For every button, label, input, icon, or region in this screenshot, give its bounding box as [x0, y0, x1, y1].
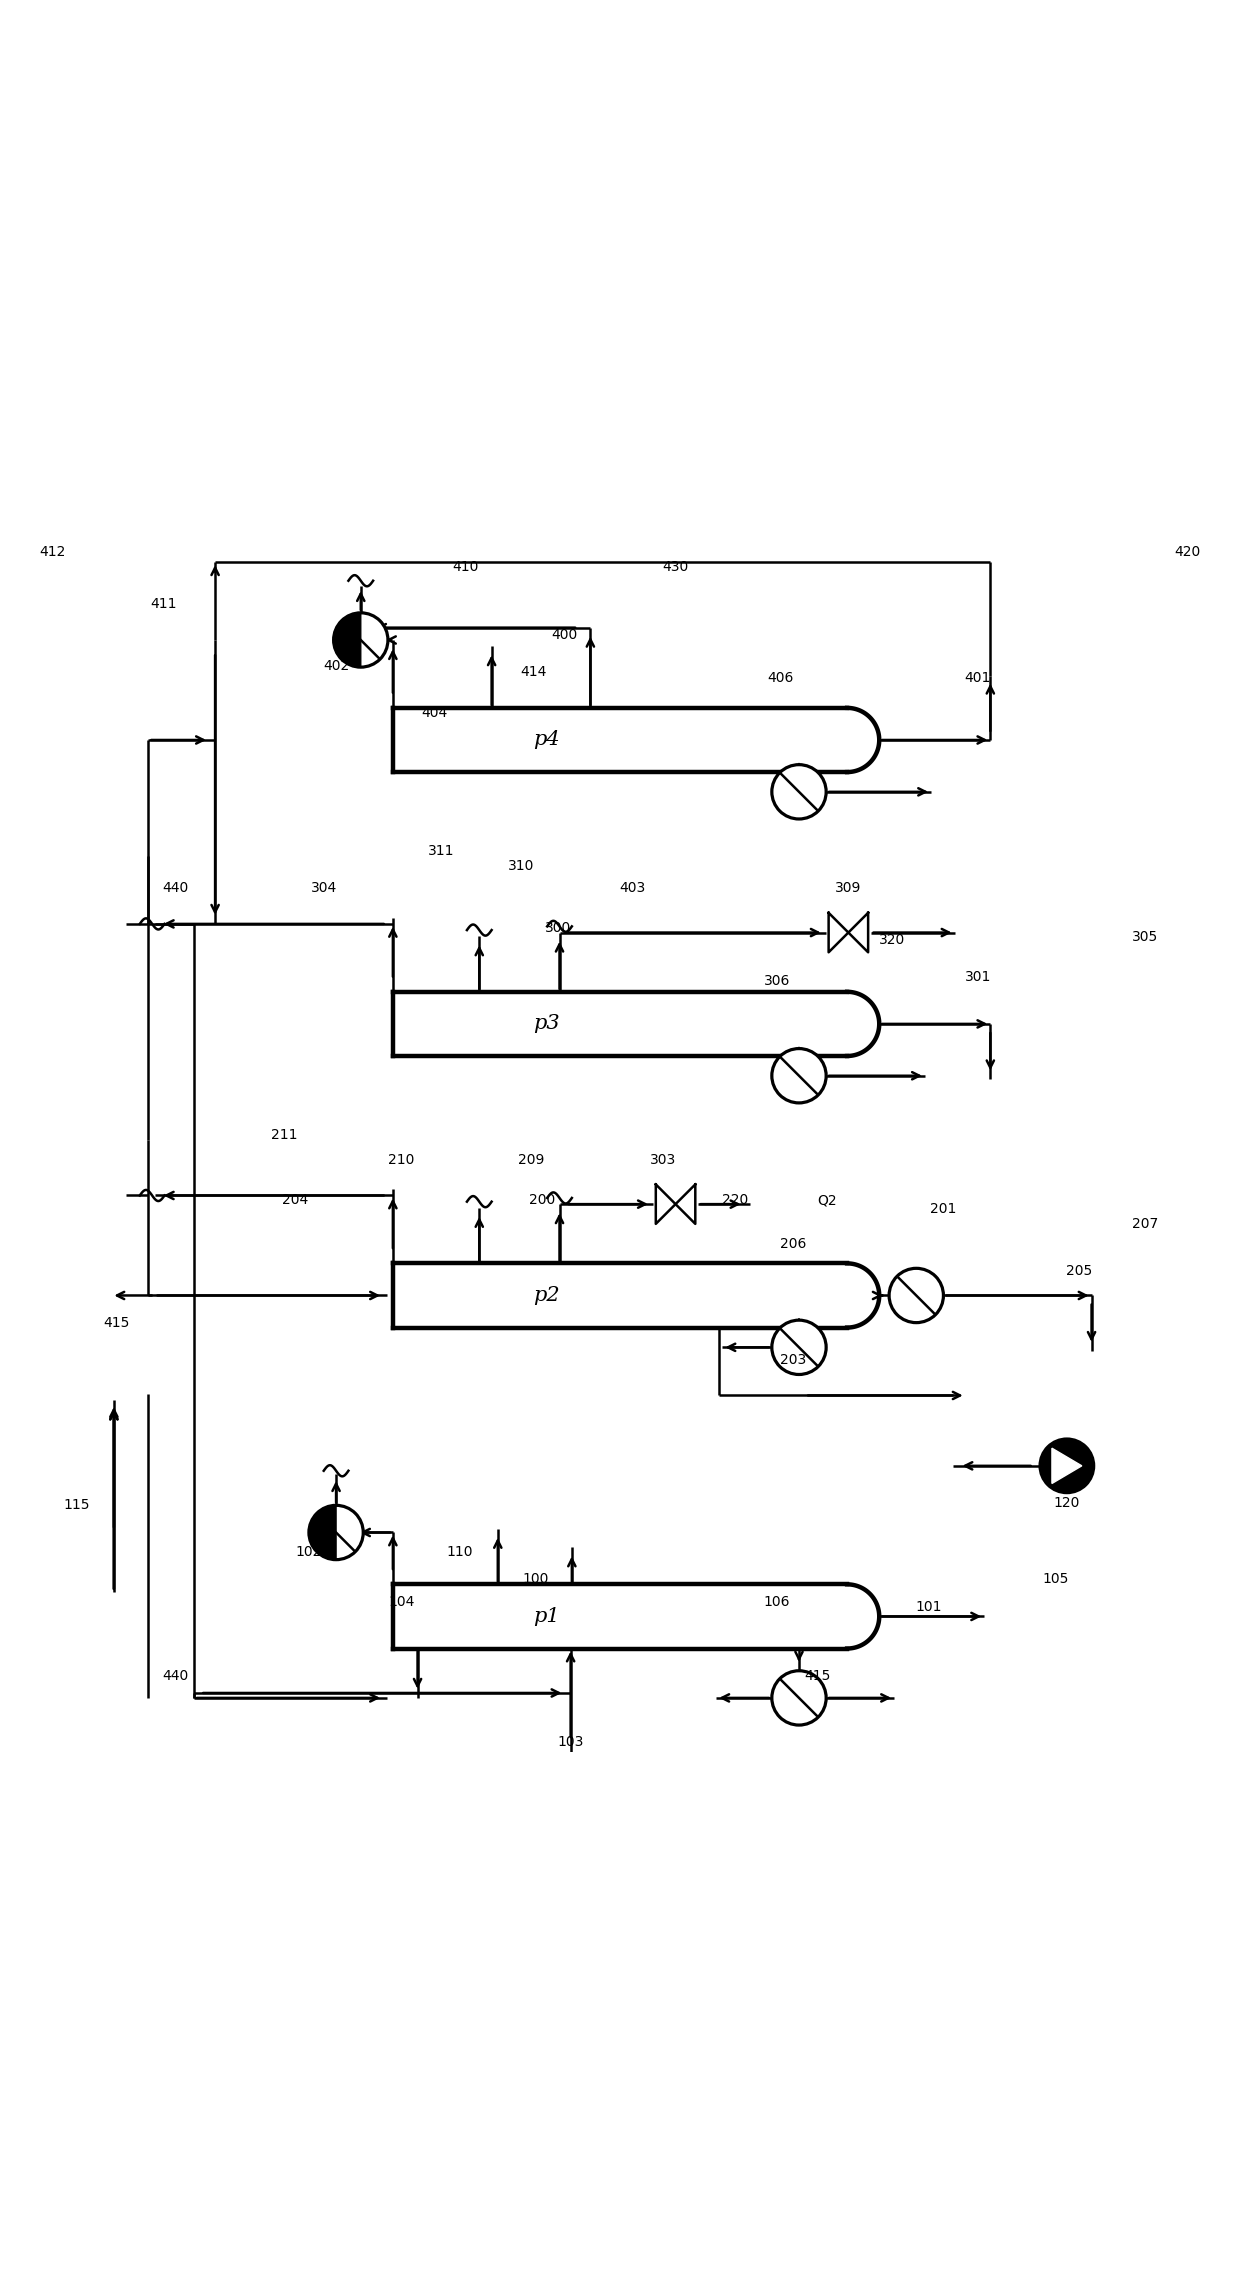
Text: 406: 406 — [768, 672, 794, 686]
Text: 305: 305 — [1132, 931, 1158, 944]
Text: 211: 211 — [272, 1128, 298, 1142]
Text: 404: 404 — [422, 706, 448, 720]
Text: 210: 210 — [388, 1153, 414, 1167]
Polygon shape — [1052, 1448, 1081, 1485]
Text: 100: 100 — [523, 1573, 549, 1587]
Text: p2: p2 — [533, 1287, 559, 1305]
Circle shape — [771, 1049, 826, 1103]
Text: 430: 430 — [662, 561, 688, 574]
Circle shape — [771, 1671, 826, 1725]
Text: 105: 105 — [1043, 1573, 1069, 1587]
Circle shape — [771, 765, 826, 819]
Text: 115: 115 — [63, 1498, 91, 1512]
Text: 209: 209 — [518, 1153, 544, 1167]
Text: 306: 306 — [764, 974, 790, 987]
Text: 207: 207 — [1132, 1217, 1158, 1230]
Text: 220: 220 — [722, 1194, 748, 1208]
Text: p1: p1 — [533, 1607, 559, 1625]
Text: 440: 440 — [162, 881, 188, 894]
Text: 411: 411 — [150, 597, 176, 611]
Circle shape — [334, 613, 388, 667]
Circle shape — [1039, 1439, 1094, 1494]
Text: 101: 101 — [915, 1600, 942, 1614]
Circle shape — [771, 1321, 826, 1373]
Text: 102: 102 — [295, 1546, 322, 1559]
Circle shape — [309, 1505, 363, 1559]
Text: 320: 320 — [878, 933, 905, 947]
Text: 440: 440 — [162, 1668, 188, 1682]
Text: 414: 414 — [521, 665, 547, 679]
Text: 415: 415 — [805, 1668, 831, 1682]
Text: 110: 110 — [446, 1546, 472, 1559]
Text: 205: 205 — [1066, 1264, 1092, 1278]
Polygon shape — [309, 1505, 336, 1559]
Text: 403: 403 — [619, 881, 646, 894]
Text: 309: 309 — [836, 881, 862, 894]
Text: 310: 310 — [508, 858, 534, 874]
Text: 200: 200 — [529, 1194, 556, 1208]
Text: 204: 204 — [283, 1194, 309, 1208]
Text: 304: 304 — [310, 881, 337, 894]
Text: p3: p3 — [533, 1015, 559, 1033]
Text: 104: 104 — [388, 1594, 414, 1609]
Circle shape — [889, 1269, 944, 1323]
Text: 311: 311 — [428, 844, 454, 858]
Text: 410: 410 — [453, 561, 479, 574]
Text: 206: 206 — [780, 1237, 806, 1251]
Text: Q2: Q2 — [817, 1194, 837, 1208]
Text: 201: 201 — [930, 1203, 956, 1217]
Text: 415: 415 — [103, 1317, 129, 1330]
Text: p4: p4 — [533, 731, 559, 749]
Text: 300: 300 — [546, 922, 572, 935]
Text: 400: 400 — [552, 629, 578, 642]
Text: 303: 303 — [650, 1153, 676, 1167]
Text: 203: 203 — [780, 1353, 806, 1367]
Text: 401: 401 — [965, 672, 991, 686]
Text: 120: 120 — [1054, 1496, 1080, 1510]
Text: 301: 301 — [965, 969, 991, 983]
Polygon shape — [334, 613, 361, 667]
Text: 412: 412 — [38, 545, 66, 558]
Text: 402: 402 — [322, 658, 350, 672]
Text: 103: 103 — [558, 1734, 584, 1750]
Text: 106: 106 — [764, 1594, 790, 1609]
Text: 420: 420 — [1174, 545, 1202, 558]
